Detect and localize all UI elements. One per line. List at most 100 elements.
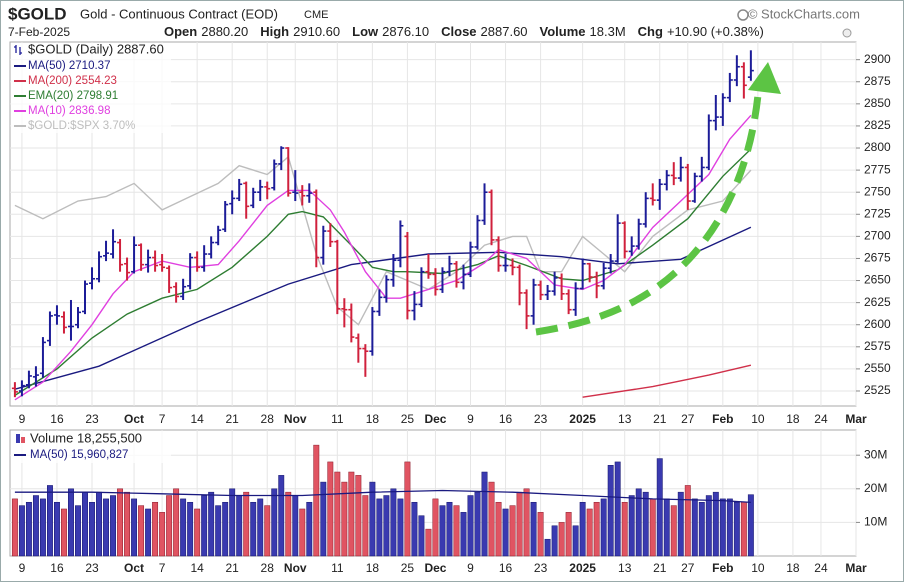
volume-bar	[25, 501, 32, 557]
x-tick-label: 23	[534, 561, 548, 575]
volume-bar	[656, 458, 663, 557]
volume-bar	[446, 501, 453, 557]
stat-value: 2880.20	[201, 24, 248, 39]
stat-value: 2876.10	[382, 24, 429, 39]
volume-bar	[698, 501, 705, 557]
volume-legend: Volume 18,255,500	[30, 430, 142, 445]
legend-entry: $GOLD:$SPX 3.70%	[28, 120, 135, 132]
x-tick-label: 16	[50, 561, 64, 575]
stats: Open 2880.20 High 2910.60 Low 2876.10 Close 288…	[164, 24, 764, 39]
x-tick-label: 23	[85, 561, 99, 575]
legend-bg	[11, 43, 171, 133]
stat-label: High	[260, 24, 289, 39]
volume-bar	[362, 495, 369, 557]
x-tick-label: 21	[653, 412, 667, 426]
legend-entry: MA(10) 2836.98	[28, 105, 110, 117]
volume-tick-label: 20M	[864, 481, 887, 495]
y-tick-label: 2850	[864, 96, 891, 110]
x-tick-label: 7	[159, 412, 166, 426]
x-tick-label: Oct	[124, 412, 144, 426]
overlay-line	[582, 364, 752, 398]
x-tick-label: 2025	[569, 412, 596, 426]
volume-bar	[460, 512, 467, 557]
volume-bar	[341, 481, 348, 557]
volume-bar	[306, 501, 313, 557]
stat-value: 18.3M	[590, 24, 626, 39]
volume-bar	[523, 488, 530, 557]
legend-entry: EMA(20) 2798.91	[28, 90, 118, 102]
legend-bg	[11, 431, 171, 463]
volume-bar	[425, 528, 432, 557]
volume-bar	[292, 495, 299, 557]
volume-bar	[453, 505, 460, 557]
volume-bar	[124, 491, 131, 557]
y-tick-label: 2625	[864, 295, 891, 309]
volume-bar	[621, 501, 628, 557]
stat-label: Close	[441, 24, 476, 39]
x-tick-label: 16	[499, 561, 513, 575]
volume-bar	[649, 498, 656, 557]
volume-bar	[250, 501, 257, 557]
x-tick-label: Mar	[845, 412, 867, 426]
volume-bar	[411, 501, 418, 557]
legend-entry: MA(200) 2554.23	[28, 75, 117, 87]
volume-bar	[103, 498, 109, 557]
volume-bar	[684, 485, 691, 557]
volume-bar	[740, 501, 747, 557]
volume-bar	[565, 512, 572, 557]
volume-bar	[516, 491, 523, 557]
x-tick-label: 10	[751, 561, 765, 575]
volume-bar	[138, 505, 145, 557]
y-tick-label: 2700	[864, 229, 891, 243]
y-tick-label: 2775	[864, 162, 891, 176]
x-tick-label: 18	[366, 412, 380, 426]
x-tick-label: 28	[261, 412, 275, 426]
settings-icon[interactable]	[842, 28, 852, 38]
volume-bar	[145, 508, 152, 557]
y-tick-label: 2750	[864, 184, 891, 198]
volume-bar	[257, 498, 264, 557]
volume-bar	[334, 471, 341, 557]
volume-bar	[488, 481, 495, 557]
volume-bar	[537, 512, 544, 557]
x-tick-label: 10	[751, 412, 765, 426]
volume-bar	[719, 498, 726, 557]
volume-bar	[530, 501, 537, 557]
volume-bar	[404, 461, 411, 557]
volume-tick-label: 30M	[864, 447, 887, 461]
volume-bar	[131, 498, 138, 557]
volume-bar	[733, 501, 740, 557]
volume-bar	[166, 495, 173, 557]
volume-ma-legend: MA(50) 15,960,827	[30, 449, 128, 461]
volume-bar	[348, 471, 355, 557]
y-tick-label: 2825	[864, 118, 891, 132]
volume-bar	[243, 491, 250, 557]
volume-bar	[607, 465, 614, 557]
stat-label: Low	[352, 24, 379, 39]
marks: 9 9 16 16 23 23 Oct Oct 7 7 14 14 21 21 28 28 Nov Nov 11 11…	[10, 42, 891, 575]
volume-bar	[194, 508, 201, 557]
volume-bar	[635, 488, 642, 557]
x-tick-label: Nov	[284, 412, 307, 426]
volume-bar	[614, 461, 621, 557]
y-tick-label: 2675	[864, 251, 891, 265]
volume-bar	[544, 538, 551, 557]
volume-bar	[11, 498, 18, 557]
volume-bar	[432, 498, 439, 557]
x-tick-label: 27	[681, 412, 695, 426]
y-tick-label: 2525	[864, 383, 891, 397]
volume-bar	[208, 491, 215, 557]
x-tick-label: Dec	[424, 412, 446, 426]
x-tick-label: Feb	[712, 412, 733, 426]
x-tick-label: 14	[190, 561, 204, 575]
volume-bar	[152, 501, 159, 557]
date: 7-Feb-2025	[8, 25, 70, 39]
volume-bar	[691, 498, 698, 557]
volume-bar	[82, 491, 88, 557]
volume-bar	[509, 505, 516, 557]
volume-bar	[502, 508, 509, 557]
volume-bar	[159, 512, 166, 557]
volume-bar	[278, 475, 285, 557]
y-tick-label: 2650	[864, 273, 891, 287]
